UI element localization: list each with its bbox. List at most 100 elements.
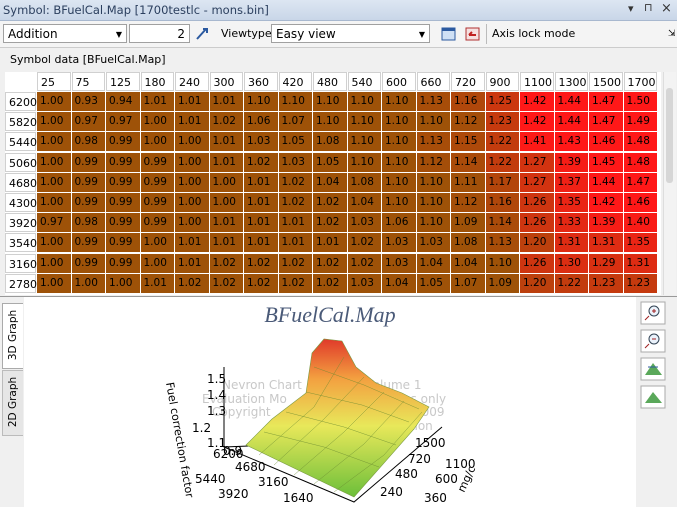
cell[interactable]: 1.02 — [313, 213, 347, 233]
cell[interactable]: 1.45 — [589, 152, 623, 172]
cell[interactable]: 1.16 — [485, 193, 519, 212]
cell[interactable]: 1.23 — [589, 273, 623, 293]
cell[interactable]: 1.01 — [175, 233, 209, 253]
cell[interactable]: 0.97 — [37, 213, 71, 233]
cell[interactable]: 0.97 — [106, 112, 140, 132]
cell[interactable]: 1.10 — [416, 112, 450, 132]
cell[interactable]: 1.42 — [520, 92, 554, 111]
cell[interactable]: 1.01 — [175, 112, 209, 132]
cell[interactable]: 1.39 — [589, 213, 623, 233]
cell[interactable]: 1.01 — [313, 233, 347, 253]
cell[interactable]: 1.05 — [416, 273, 450, 293]
cell[interactable]: 1.10 — [347, 112, 381, 132]
tab-3d[interactable]: 3D Graph — [2, 303, 23, 369]
cell[interactable]: 1.40 — [623, 213, 657, 233]
cell[interactable]: 1.01 — [175, 92, 209, 111]
cell[interactable]: 1.06 — [244, 112, 278, 132]
cell[interactable]: 1.01 — [244, 193, 278, 212]
cell[interactable]: 1.00 — [175, 172, 209, 192]
cell[interactable]: 1.11 — [451, 172, 485, 192]
cell[interactable]: 1.37 — [554, 172, 588, 192]
cell[interactable]: 1.12 — [416, 152, 450, 172]
cell[interactable]: 1.02 — [313, 253, 347, 273]
cell[interactable]: 1.10 — [347, 132, 381, 152]
scrollbar[interactable] — [663, 72, 676, 295]
cell[interactable]: 1.00 — [37, 112, 71, 132]
cell[interactable]: 1.44 — [589, 172, 623, 192]
cell[interactable]: 1.43 — [554, 132, 588, 152]
cell[interactable]: 1.10 — [347, 92, 381, 111]
cell[interactable]: 0.99 — [71, 193, 105, 212]
cell[interactable]: 1.01 — [278, 213, 312, 233]
cell[interactable]: 0.99 — [140, 213, 174, 233]
cell[interactable]: 1.10 — [382, 152, 416, 172]
cell[interactable]: 0.99 — [71, 233, 105, 253]
cell[interactable]: 1.44 — [554, 92, 588, 111]
cell[interactable]: 0.94 — [106, 92, 140, 111]
cell[interactable]: 1.15 — [451, 132, 485, 152]
cell[interactable]: 1.00 — [175, 132, 209, 152]
cell[interactable]: 1.03 — [382, 233, 416, 253]
cell[interactable]: 1.04 — [313, 172, 347, 192]
cell[interactable]: 1.49 — [623, 112, 657, 132]
cell[interactable]: 0.97 — [71, 112, 105, 132]
cell[interactable]: 1.00 — [140, 253, 174, 273]
amount-input[interactable]: 2 — [129, 24, 190, 43]
axis-lock-label[interactable]: Axis lock mode — [492, 27, 576, 40]
cell[interactable]: 1.31 — [623, 253, 657, 273]
cell[interactable]: 1.03 — [416, 233, 450, 253]
cell[interactable]: 1.10 — [485, 253, 519, 273]
window-icon[interactable] — [440, 25, 458, 43]
cell[interactable]: 1.27 — [520, 152, 554, 172]
cell[interactable]: 1.07 — [451, 273, 485, 293]
mode-combo[interactable]: Addition ▼ — [3, 24, 127, 43]
cell[interactable]: 1.14 — [451, 152, 485, 172]
cell[interactable]: 1.08 — [451, 233, 485, 253]
cell[interactable]: 1.10 — [416, 213, 450, 233]
cell[interactable]: 1.09 — [485, 273, 519, 293]
cell[interactable]: 1.00 — [37, 172, 71, 192]
cell[interactable]: 1.41 — [520, 132, 554, 152]
cell[interactable]: 1.00 — [37, 253, 71, 273]
cell[interactable]: 1.01 — [140, 92, 174, 111]
cell[interactable]: 1.00 — [37, 233, 71, 253]
cell[interactable]: 1.48 — [623, 152, 657, 172]
cell[interactable]: 0.99 — [106, 253, 140, 273]
cell[interactable]: 1.10 — [382, 193, 416, 212]
cell[interactable]: 1.10 — [416, 172, 450, 192]
tab-2d[interactable]: 2D Graph — [2, 370, 23, 436]
viewtype-combo[interactable]: Easy view ▼ — [271, 24, 430, 43]
cell[interactable]: 0.99 — [106, 152, 140, 172]
cell[interactable]: 0.99 — [71, 152, 105, 172]
cell[interactable]: 1.00 — [175, 193, 209, 212]
cell[interactable]: 1.00 — [140, 233, 174, 253]
cell[interactable]: 1.03 — [244, 132, 278, 152]
cell[interactable]: 1.01 — [209, 92, 243, 111]
cell[interactable]: 1.01 — [209, 152, 243, 172]
cell[interactable]: 1.00 — [209, 193, 243, 212]
cell[interactable]: 1.39 — [554, 152, 588, 172]
cell[interactable]: 1.06 — [382, 213, 416, 233]
cell[interactable]: 1.01 — [244, 233, 278, 253]
cell[interactable]: 1.03 — [382, 253, 416, 273]
cell[interactable]: 1.02 — [175, 273, 209, 293]
cell[interactable]: 1.00 — [37, 132, 71, 152]
cell[interactable]: 0.99 — [140, 193, 174, 212]
cell[interactable]: 1.00 — [175, 213, 209, 233]
cell[interactable]: 1.35 — [554, 193, 588, 212]
cell[interactable]: 1.00 — [37, 152, 71, 172]
cell[interactable]: 1.04 — [347, 193, 381, 212]
cell[interactable]: 1.02 — [209, 253, 243, 273]
cell[interactable]: 0.99 — [106, 132, 140, 152]
apply-icon[interactable] — [194, 26, 210, 42]
cell[interactable]: 1.02 — [313, 193, 347, 212]
cell[interactable]: 1.02 — [347, 253, 381, 273]
cell[interactable]: 1.31 — [554, 233, 588, 253]
cell[interactable]: 1.25 — [485, 92, 519, 111]
cell[interactable]: 1.26 — [520, 193, 554, 212]
cell[interactable]: 1.03 — [347, 273, 381, 293]
cell[interactable]: 1.22 — [554, 273, 588, 293]
cell[interactable]: 0.99 — [71, 172, 105, 192]
cell[interactable]: 1.02 — [278, 172, 312, 192]
cell[interactable]: 1.10 — [347, 152, 381, 172]
